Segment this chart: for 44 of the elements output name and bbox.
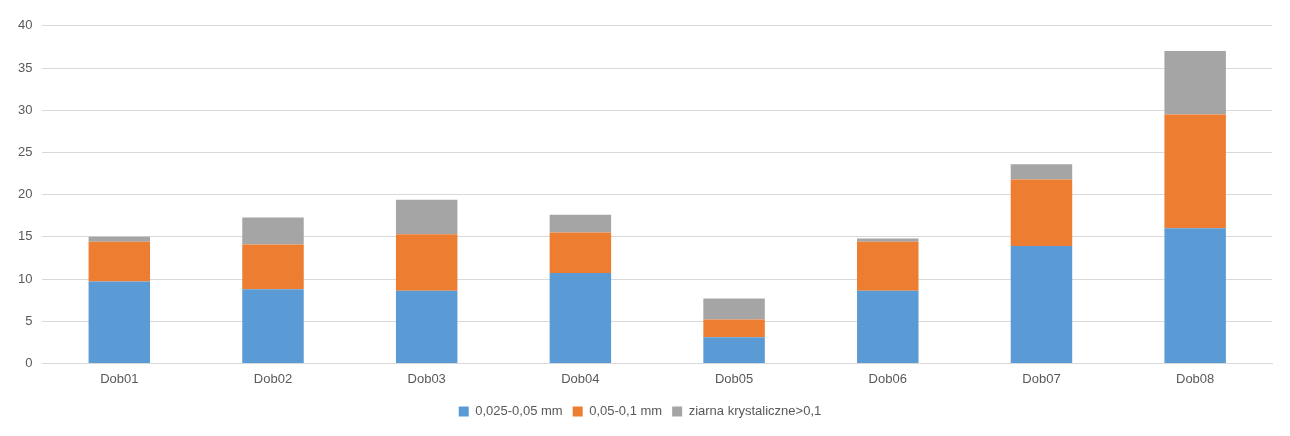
bar [703,319,765,338]
x-tick-label: Dob03 [407,370,446,386]
bar [703,337,765,363]
bar [395,199,458,235]
y-tick-label: 0 [25,354,33,370]
bar [1164,114,1226,229]
bar [1164,228,1226,363]
y-tick-label: 20 [17,186,33,202]
x-tick-label: Dob01 [100,370,139,386]
y-tick-label: 15 [17,228,33,244]
legend-label: 0,025-0,05 mm [475,403,563,419]
bar [549,214,612,233]
x-tick-label: Dob04 [561,370,600,386]
bar [857,238,919,242]
y-tick-label: 25 [17,143,33,159]
bar [1010,179,1073,247]
y-tick-label: 40 [17,17,33,33]
legend-label: ziarna krystaliczne>0,1 [688,403,822,419]
x-tick-label: Dob08 [1176,370,1215,386]
bar [395,290,458,363]
bar [703,298,765,320]
bar [1010,246,1073,363]
bar [549,232,612,274]
bar [857,290,919,363]
bar [242,217,304,245]
bar [549,273,612,363]
bar [88,241,151,282]
bar [1010,164,1073,180]
bar [242,289,304,363]
bar [857,241,919,291]
legend-label: 0,05-0,1 mm [589,403,663,419]
x-tick-label: Dob06 [868,370,907,386]
bar [1164,51,1226,115]
y-tick-label: 10 [17,270,33,286]
x-tick-label: Dob02 [253,370,293,386]
y-tick-label: 5 [25,312,33,328]
y-tick-label: 30 [17,101,33,117]
bar [242,244,304,290]
bar [88,281,151,363]
y-tick-label: 35 [17,59,33,75]
x-tick-label: Dob07 [1022,370,1061,386]
bar [88,236,151,242]
x-tick-label: Dob05 [714,370,754,386]
bar [395,234,458,291]
